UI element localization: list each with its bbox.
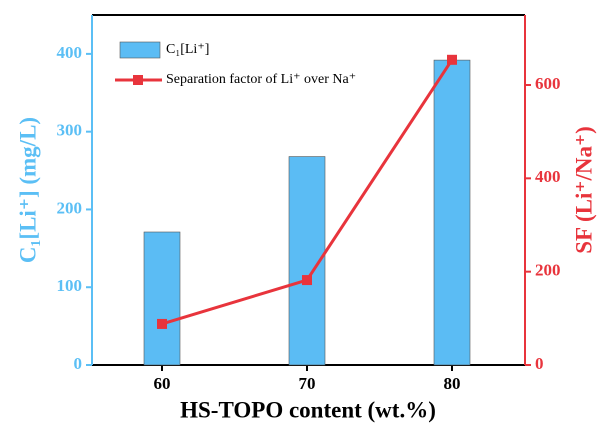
- point: [447, 54, 457, 65]
- bar: [143, 231, 181, 366]
- y2-tick-label: 0: [535, 354, 544, 373]
- y-tick-label: 100: [57, 276, 83, 295]
- y-tick-label: 300: [57, 121, 83, 140]
- point: [157, 318, 167, 329]
- legend-label: Separation factor of Li⁺ over Na⁺: [166, 72, 356, 87]
- x-tick-label: 70: [299, 374, 316, 393]
- y-tick-label: 200: [57, 198, 83, 217]
- y2-tick-label: 400: [535, 167, 561, 186]
- legend-label: C₁[Li⁺]: [166, 42, 209, 57]
- y2-tick-label: 200: [535, 261, 561, 280]
- y-axis-label: C₁[Li⁺] (mg/L): [15, 117, 40, 263]
- x-tick-label: 60: [154, 374, 171, 393]
- y-tick-label: 0: [74, 354, 83, 373]
- y2-axis-label: SF (Li⁺/Na⁺): [571, 126, 596, 254]
- x-tick-label: 80: [444, 374, 461, 393]
- y2-tick-label: 600: [535, 74, 561, 93]
- legend-swatch: [119, 41, 161, 59]
- legend-point: [133, 75, 143, 85]
- x-axis-label: HS-TOPO content (wt.%): [180, 397, 436, 422]
- bar: [433, 59, 471, 366]
- point: [302, 275, 312, 286]
- y-tick-label: 400: [57, 43, 83, 62]
